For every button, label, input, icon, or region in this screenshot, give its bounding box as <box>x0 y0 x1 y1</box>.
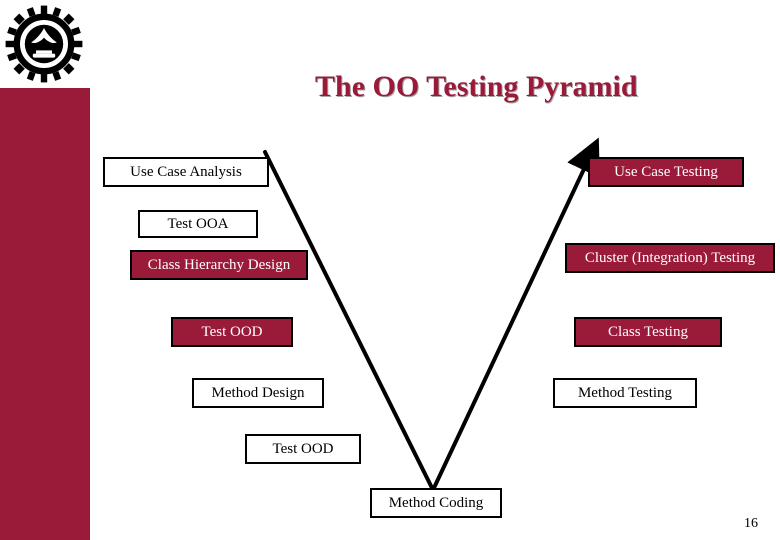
box-cluster-integration-testing: Cluster (Integration) Testing <box>565 243 775 273</box>
box-test-ooa: Test OOA <box>138 210 258 238</box>
box-class-hierarchy-design: Class Hierarchy Design <box>130 250 308 280</box>
box-test-ood-1: Test OOD <box>171 317 293 347</box>
box-label: Use Case Testing <box>614 164 718 181</box>
box-use-case-analysis: Use Case Analysis <box>103 157 269 187</box>
box-method-coding: Method Coding <box>370 488 502 518</box>
box-label: Cluster (Integration) Testing <box>585 250 755 267</box>
box-method-testing: Method Testing <box>553 378 697 408</box>
box-label: Class Testing <box>608 324 688 341</box>
box-label: Method Design <box>212 385 305 402</box>
box-label: Method Testing <box>578 385 672 402</box>
box-label: Test OOD <box>272 441 333 458</box>
slide-root: The OO Testing Pyramid Use Case Analysis… <box>0 0 780 540</box>
slide-title: The OO Testing Pyramid <box>315 70 638 104</box>
box-label: Use Case Analysis <box>130 164 242 181</box>
box-class-testing: Class Testing <box>574 317 722 347</box>
university-logo-icon <box>4 4 84 84</box>
box-label: Class Hierarchy Design <box>148 257 290 274</box>
page-number: 16 <box>744 516 758 532</box>
box-label: Method Coding <box>389 495 484 512</box>
box-method-design: Method Design <box>192 378 324 408</box>
box-test-ood-2: Test OOD <box>245 434 361 464</box>
box-use-case-testing: Use Case Testing <box>588 157 744 187</box>
side-accent-bar <box>0 88 90 540</box>
box-label: Test OOD <box>201 324 262 341</box>
box-label: Test OOA <box>167 216 228 233</box>
